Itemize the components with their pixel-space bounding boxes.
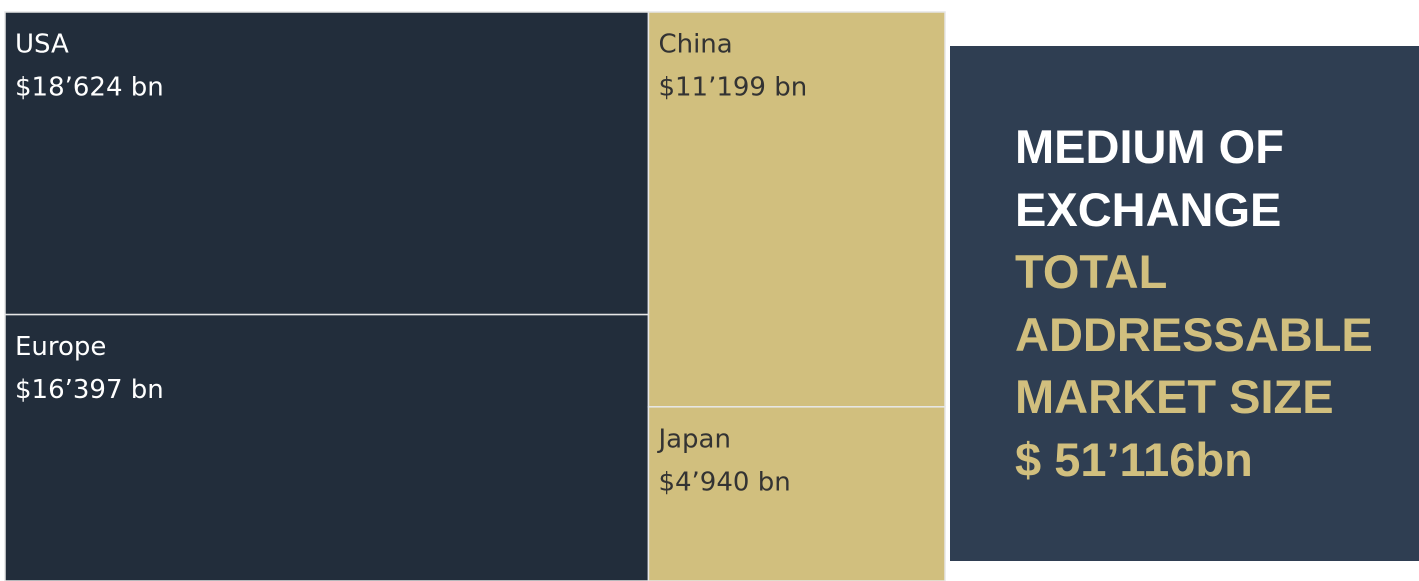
- tile-label: China: [658, 30, 732, 60]
- panel-title: MEDIUM OF EXCHANGE: [1015, 120, 1284, 236]
- tile: [4, 313, 650, 581]
- tile-label: Europe: [15, 332, 106, 362]
- tile: [4, 11, 650, 316]
- tile-label: Japan: [656, 424, 731, 454]
- tile-value-label: $4’940 bn: [658, 467, 790, 497]
- tile-value-label: $16’397 bn: [15, 375, 164, 405]
- tile: [647, 11, 946, 408]
- tile-value-label: $11’199 bn: [658, 73, 807, 103]
- panel-total: $ 51’116bn: [1015, 432, 1253, 486]
- tile-label: USA: [15, 30, 69, 60]
- summary-text: MEDIUM OF EXCHANGE TOTAL ADDRESSABLE MAR…: [1015, 116, 1410, 491]
- tile: [647, 406, 946, 581]
- panel-subtitle: TOTAL ADDRESSABLE MARKET SIZE: [1015, 245, 1373, 423]
- tile-value-label: $18’624 bn: [15, 73, 164, 103]
- treemap: USA $18’624 bn Europe $16’397 bn China $11’19…: [4, 11, 946, 581]
- summary-panel: MEDIUM OF EXCHANGE TOTAL ADDRESSABLE MAR…: [950, 46, 1419, 561]
